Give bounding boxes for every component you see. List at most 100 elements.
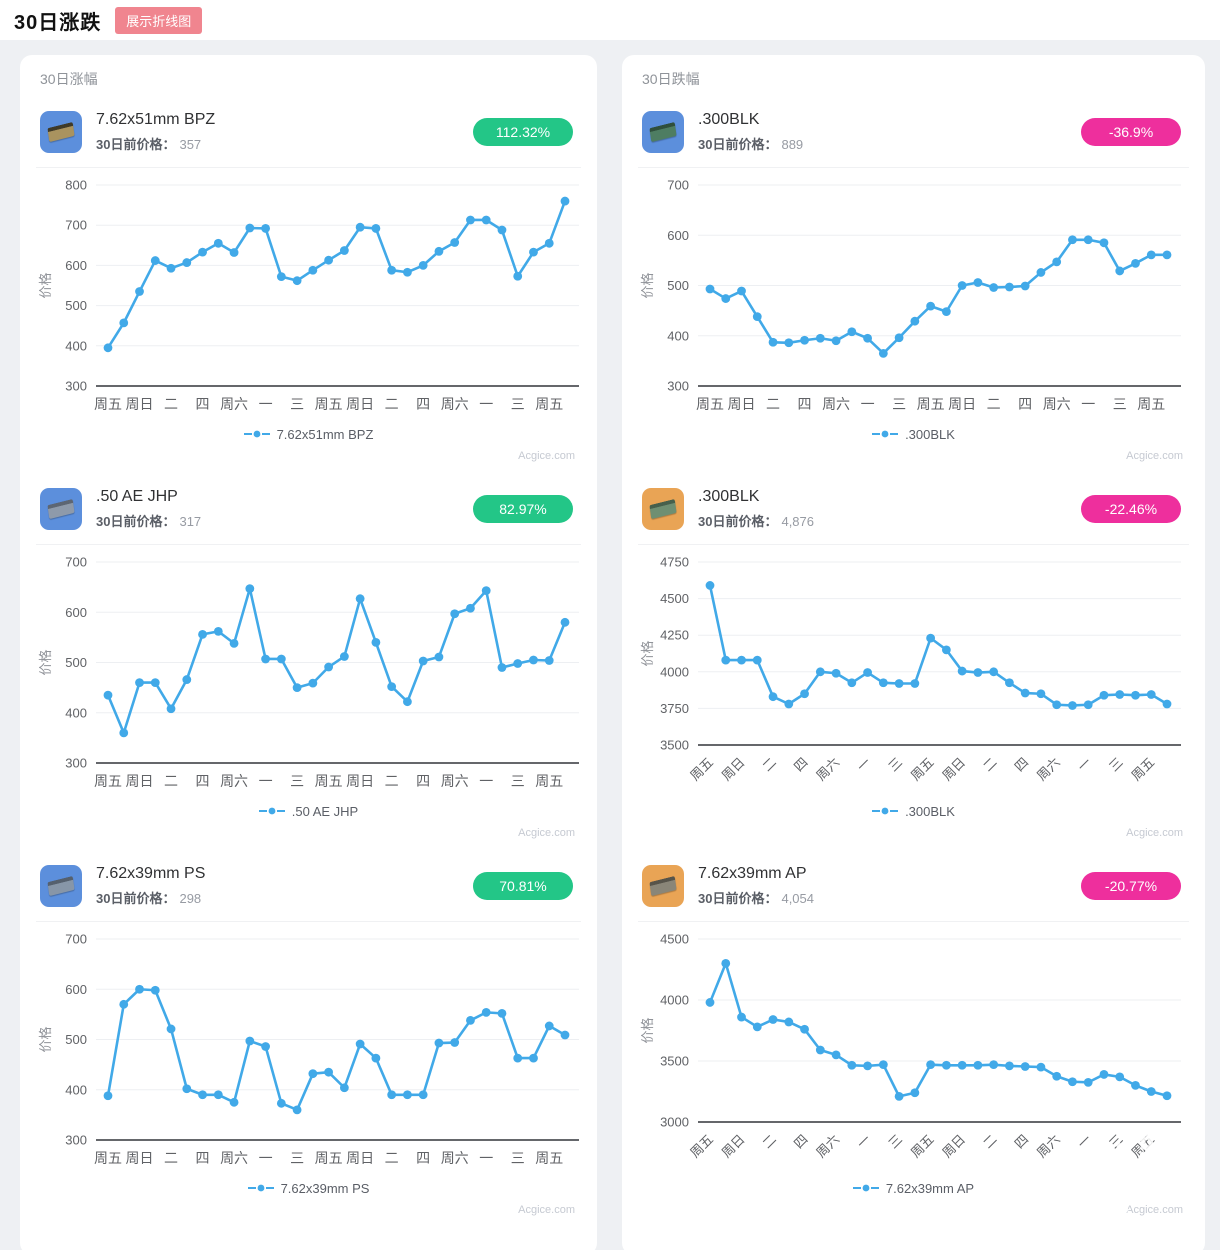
svg-text:周日: 周日	[719, 755, 748, 784]
svg-text:600: 600	[65, 982, 87, 997]
chart-legend[interactable]: .300BLK	[638, 801, 1189, 821]
svg-text:一: 一	[1081, 396, 1095, 412]
svg-text:周日: 周日	[126, 1150, 154, 1166]
item-icon[interactable]	[40, 865, 82, 907]
svg-text:一: 一	[861, 396, 875, 412]
svg-text:四: 四	[1011, 755, 1031, 775]
svg-text:周六: 周六	[220, 773, 248, 789]
change-badge: 82.97%	[473, 495, 573, 523]
item-name[interactable]: .300BLK	[698, 488, 760, 505]
item-price-value: 4,876	[781, 514, 815, 529]
svg-text:二: 二	[385, 1150, 399, 1166]
item-block: .300BLK 30日前价格： 4,876 -22.46% 3500 3750 400…	[638, 486, 1189, 843]
price-line-chart[interactable]: 300400500600700价格周五 周日二四周六一三周五 周日二四周六一三周五	[36, 549, 581, 799]
ammo-box-icon	[649, 875, 677, 897]
legend-label: 7.62x51mm BPZ	[276, 426, 374, 442]
svg-text:四: 四	[196, 1150, 210, 1166]
chart-legend[interactable]: 7.62x39mm PS	[36, 1178, 581, 1198]
svg-text:400: 400	[65, 1082, 87, 1097]
svg-text:周五: 周五	[1137, 396, 1165, 412]
source-watermark: Acgice.com	[518, 450, 575, 462]
svg-text:400: 400	[65, 338, 87, 353]
legend-label: 7.62x39mm AP	[885, 1180, 975, 1196]
gainers-card: 30日涨幅 7.62x51mm BPZ 30日前价格： 357 112.32% 3…	[20, 55, 597, 1250]
svg-text:周六: 周六	[220, 396, 248, 412]
svg-text:周日: 周日	[728, 396, 756, 412]
source-watermark: Acgice.com	[1126, 450, 1183, 462]
svg-text:一: 一	[1075, 1132, 1095, 1152]
item-name[interactable]: .50 AE JHP	[96, 488, 178, 505]
svg-text:周日: 周日	[346, 396, 374, 412]
svg-text:三: 三	[290, 1150, 304, 1166]
item-price-value: 889	[781, 137, 804, 152]
svg-text:周日: 周日	[719, 1132, 748, 1161]
svg-text:一: 一	[259, 1150, 273, 1166]
item-icon[interactable]	[40, 111, 82, 153]
chart-legend[interactable]: .300BLK	[638, 424, 1189, 444]
ammo-box-icon	[47, 121, 75, 143]
svg-text:周五: 周五	[315, 396, 343, 412]
svg-text:二: 二	[980, 755, 1000, 775]
item-block: 7.62x51mm BPZ 30日前价格： 357 112.32% 300 400 5…	[36, 109, 581, 466]
legend-marker-icon	[247, 1184, 274, 1192]
item-name[interactable]: .300BLK	[698, 111, 760, 128]
svg-text:二: 二	[164, 396, 178, 412]
price-line-chart[interactable]: 3000350040004500价格周五 周日二四周六一三周五 周日二四周六一三周五	[638, 926, 1183, 1176]
svg-text:四: 四	[1011, 1132, 1031, 1152]
svg-text:4500: 4500	[660, 591, 689, 606]
svg-text:4250: 4250	[660, 628, 689, 643]
svg-text:二: 二	[164, 1150, 178, 1166]
svg-text:周五: 周五	[94, 396, 122, 412]
svg-text:三: 三	[1106, 1132, 1126, 1152]
item-icon[interactable]	[40, 488, 82, 530]
price-line-chart[interactable]: 350037504000425045004750价格周五 周日二四周六一三周五 周日…	[638, 549, 1183, 799]
item-icon[interactable]	[642, 865, 684, 907]
svg-text:四: 四	[791, 755, 811, 775]
price-line-chart[interactable]: 300400500600700800价格周五 周日二四周六一三周五 周日二四周六一三…	[36, 172, 581, 422]
svg-text:四: 四	[791, 1132, 811, 1152]
item-name[interactable]: 7.62x39mm AP	[698, 865, 807, 882]
svg-text:500: 500	[667, 278, 689, 293]
svg-text:二: 二	[766, 396, 780, 412]
chart-legend[interactable]: .50 AE JHP	[36, 801, 581, 821]
price-line-chart[interactable]: 300400500600700价格周五 周日二四周六一三周五 周日二四周六一三周五	[638, 172, 1183, 422]
svg-text:周五: 周五	[1128, 755, 1157, 784]
svg-text:周六: 周六	[1034, 755, 1063, 784]
item-icon[interactable]	[642, 111, 684, 153]
show-line-chart-button[interactable]: 展示折线图	[115, 6, 203, 34]
item-price-value: 357	[179, 137, 202, 152]
svg-text:三: 三	[885, 755, 905, 775]
chart-legend[interactable]: 7.62x39mm AP	[638, 1178, 1189, 1198]
svg-text:周五: 周五	[94, 773, 122, 789]
svg-text:600: 600	[667, 228, 689, 243]
svg-text:周五: 周五	[535, 1150, 563, 1166]
svg-text:700: 700	[65, 932, 87, 947]
svg-text:周日: 周日	[948, 396, 976, 412]
item-price-label: 30日前价格：	[96, 891, 176, 906]
svg-text:300: 300	[65, 379, 87, 394]
svg-text:三: 三	[1106, 755, 1126, 775]
svg-text:价格: 价格	[38, 1026, 53, 1052]
change-badge: -22.46%	[1081, 495, 1181, 523]
svg-text:600: 600	[65, 605, 87, 620]
ammo-box-icon	[47, 498, 75, 520]
svg-text:四: 四	[416, 396, 430, 412]
svg-text:三: 三	[290, 773, 304, 789]
item-price-label: 30日前价格：	[96, 514, 176, 529]
price-line-chart[interactable]: 300400500600700价格周五 周日二四周六一三周五 周日二四周六一三周五	[36, 926, 581, 1176]
item-icon[interactable]	[642, 488, 684, 530]
item-name[interactable]: 7.62x51mm BPZ	[96, 111, 216, 128]
svg-text:周六: 周六	[813, 755, 842, 784]
chart-legend[interactable]: 7.62x51mm BPZ	[36, 424, 581, 444]
svg-text:二: 二	[980, 1132, 1000, 1152]
item-header: 7.62x51mm BPZ 30日前价格： 357 112.32%	[36, 109, 581, 168]
svg-text:周六: 周六	[220, 1150, 248, 1166]
item-name[interactable]: 7.62x39mm PS	[96, 865, 206, 882]
svg-text:4000: 4000	[660, 993, 689, 1008]
svg-text:一: 一	[259, 773, 273, 789]
legend-marker-icon	[852, 1184, 879, 1192]
svg-text:周日: 周日	[939, 755, 968, 784]
svg-text:价格: 价格	[640, 272, 655, 298]
svg-text:600: 600	[65, 258, 87, 273]
svg-text:800: 800	[65, 178, 87, 193]
